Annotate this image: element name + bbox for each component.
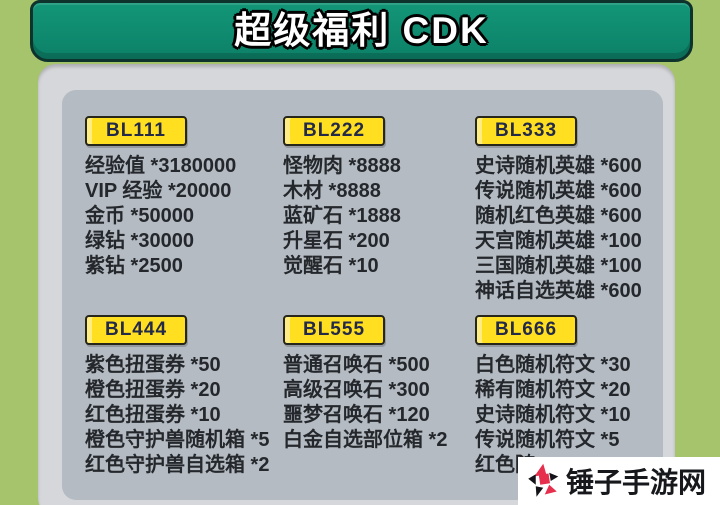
reward-item: 红色扭蛋券 *10	[85, 404, 221, 426]
title-banner: 超级福利 CDK	[30, 0, 693, 62]
reward-item: 史诗随机符文 *10	[475, 404, 631, 426]
code-badge: BL222	[283, 116, 385, 146]
reward-item: 稀有随机符文 *20	[475, 379, 631, 401]
reward-list: 史诗随机英雄 *600 传说随机英雄 *600 随机红色英雄 *600 天宫随机英雄 …	[475, 154, 642, 304]
code-section-bl111: BL111 经验值 *3180000 VIP 经验 *20000 金币 *50000…	[85, 116, 236, 279]
reward-list: 普通召唤石 *500 高级召唤石 *300 噩梦召唤石 *120 白金自选部位箱 *2	[283, 353, 447, 453]
code-section-bl555: BL555 普通召唤石 *500 高级召唤石 *300 噩梦召唤石 *120 白金自选…	[283, 315, 447, 453]
code-panel	[62, 90, 663, 500]
code-badge: BL333	[475, 116, 577, 146]
reward-list: 经验值 *3180000 VIP 经验 *20000 金币 *50000 绿钻 *30…	[85, 154, 236, 279]
reward-item: 红色守护兽自选箱 *2	[85, 454, 270, 476]
reward-item: 神话自选英雄 *600	[475, 280, 642, 302]
code-badge: BL444	[85, 315, 187, 345]
reward-item: 随机红色英雄 *600	[475, 205, 642, 227]
code-badge: BL555	[283, 315, 385, 345]
code-badge: BL666	[475, 315, 577, 345]
reward-item: 经验值 *3180000	[85, 155, 237, 177]
reward-item: 金币 *50000	[85, 205, 194, 227]
reward-list: 怪物肉 *8888 木材 *8888 蓝矿石 *1888 升星石 *200 觉醒石 *1…	[283, 154, 401, 279]
star-logo-icon	[528, 463, 559, 497]
reward-item: 蓝矿石 *1888	[283, 205, 401, 227]
reward-item: 白色随机符文 *30	[475, 354, 631, 376]
site-watermark: 锤子手游网	[518, 457, 720, 505]
code-section-bl666: BL666 白色随机符文 *30 稀有随机符文 *20 史诗随机符文 *10 传说随机…	[475, 315, 631, 478]
code-section-bl222: BL222 怪物肉 *8888 木材 *8888 蓝矿石 *1888 升星石 *200…	[283, 116, 401, 279]
reward-item: 天宫随机英雄 *100	[475, 230, 642, 252]
code-section-bl333: BL333 史诗随机英雄 *600 传说随机英雄 *600 随机红色英雄 *600 天…	[475, 116, 642, 304]
reward-item: 紫钻 *2500	[85, 255, 183, 277]
reward-item: 白金自选部位箱 *2	[283, 429, 448, 451]
code-section-bl444: BL444 紫色扭蛋券 *50 橙色扭蛋券 *20 红色扭蛋券 *10 橙色守护兽随机…	[85, 315, 269, 478]
reward-item: 怪物肉 *8888	[283, 155, 401, 177]
reward-item: 三国随机英雄 *100	[475, 255, 642, 277]
reward-item: 升星石 *200	[283, 230, 390, 252]
reward-list: 紫色扭蛋券 *50 橙色扭蛋券 *20 红色扭蛋券 *10 橙色守护兽随机箱 *5 红色…	[85, 353, 269, 478]
reward-item: 高级召唤石 *300	[283, 379, 430, 401]
reward-item: 普通召唤石 *500	[283, 354, 430, 376]
reward-item: 传说随机符文 *5	[475, 429, 620, 451]
reward-item: 紫色扭蛋券 *50	[85, 354, 221, 376]
reward-item: 传说随机英雄 *600	[475, 180, 642, 202]
reward-item: 绿钻 *30000	[85, 230, 194, 252]
code-badge: BL111	[85, 116, 187, 146]
reward-item: 木材 *8888	[283, 180, 381, 202]
reward-item: 噩梦召唤石 *120	[283, 404, 430, 426]
reward-item: 史诗随机英雄 *600	[475, 155, 642, 177]
reward-item: VIP 经验 *20000	[85, 180, 232, 202]
reward-item: 橙色守护兽随机箱 *5	[85, 429, 270, 451]
reward-item: 橙色扭蛋券 *20	[85, 379, 221, 401]
watermark-site-name: 锤子手游网	[566, 467, 707, 498]
reward-item: 觉醒石 *10	[283, 255, 379, 277]
page-title: 超级福利 CDK	[234, 10, 489, 51]
